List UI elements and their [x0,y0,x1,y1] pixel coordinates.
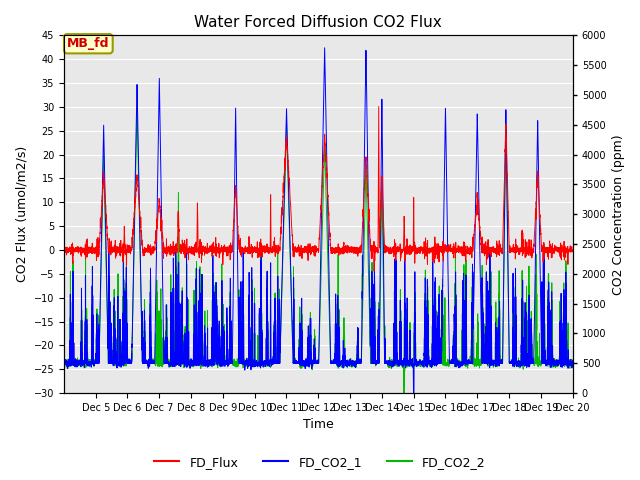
X-axis label: Time: Time [303,419,333,432]
Text: MB_fd: MB_fd [67,37,109,50]
Legend: FD_Flux, FD_CO2_1, FD_CO2_2: FD_Flux, FD_CO2_1, FD_CO2_2 [149,451,491,474]
Y-axis label: CO2 Concentration (ppm): CO2 Concentration (ppm) [612,134,625,295]
Title: Water Forced Diffusion CO2 Flux: Water Forced Diffusion CO2 Flux [195,15,442,30]
Y-axis label: CO2 Flux (umol/m2/s): CO2 Flux (umol/m2/s) [15,146,28,282]
